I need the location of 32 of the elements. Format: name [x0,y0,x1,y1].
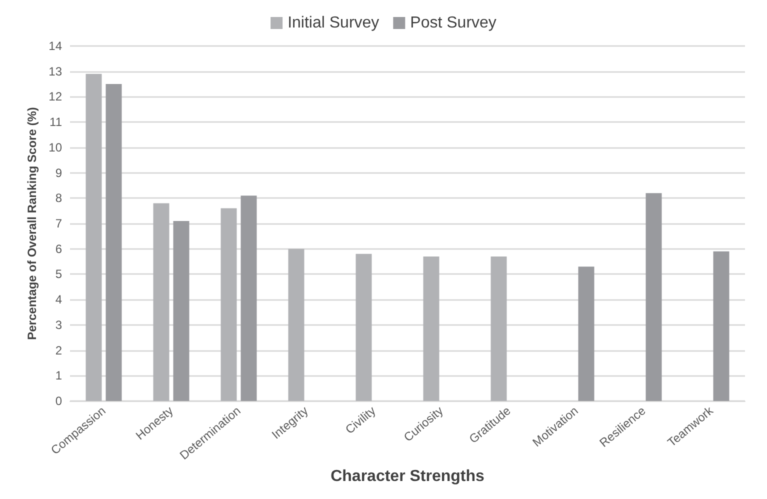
y-tick-label: 10 [48,140,62,154]
y-tick-label: 13 [48,64,62,78]
y-tick-label: 7 [55,216,62,230]
bar [646,193,662,401]
bar [153,203,170,401]
legend-label: Post Survey [410,14,496,32]
bar [240,196,257,401]
bar [490,256,507,401]
bar [220,208,237,401]
bar [356,254,372,401]
y-tick-label: 8 [55,191,62,206]
y-tick-label: 2 [55,343,62,358]
bar [86,74,102,401]
y-tick-label: 14 [48,39,62,53]
y-tick-label: 1 [55,368,62,383]
y-tick-label: 3 [55,318,62,332]
y-tick-label: 12 [48,90,62,104]
legend-label: Initial Survey [288,14,380,32]
y-tick-label: 6 [55,242,62,256]
y-tick-label: 11 [50,115,62,130]
bar [713,251,730,401]
y-tick-label: 5 [55,267,62,282]
y-axis-title: Percentage of Overall Ranking Score (%) [24,107,39,340]
bar [423,256,440,401]
y-tick-label: 4 [55,292,62,307]
y-tick-label: 9 [55,166,62,180]
x-axis-title: Character Strengths [330,468,485,485]
bar [173,220,190,401]
bar [106,84,122,401]
bar [288,248,304,401]
bar [578,266,594,401]
y-tick-label: 0 [55,394,62,408]
